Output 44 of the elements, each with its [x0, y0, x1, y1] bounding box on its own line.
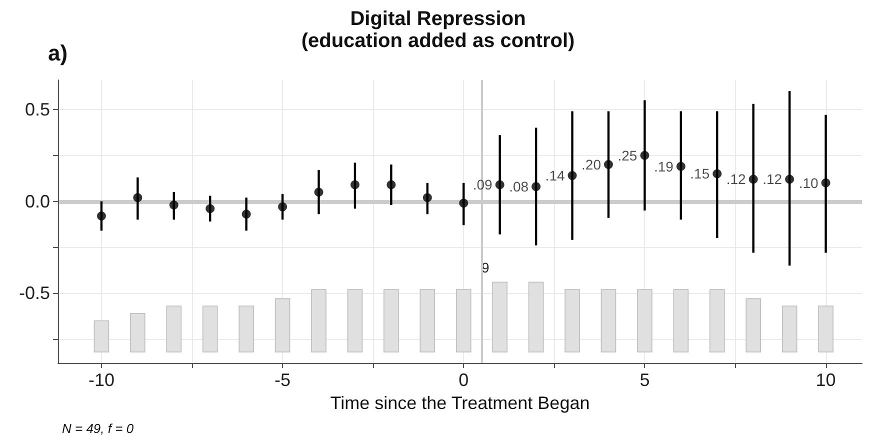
data-label: .10 [798, 174, 818, 191]
point [532, 182, 541, 192]
point [640, 150, 650, 160]
x-tick-label: 0 [458, 370, 469, 390]
y-tick-label: -0.5 [18, 283, 50, 304]
point [459, 198, 468, 208]
data-label: .12 [762, 171, 782, 188]
point [821, 178, 830, 188]
data-label: .19 [654, 158, 674, 174]
text: a) [48, 40, 68, 66]
chart-subtitle: (education added as control) [301, 30, 575, 52]
point [386, 180, 396, 190]
point [422, 193, 432, 202]
data-label: .20 [582, 156, 602, 173]
data-label: .12 [726, 171, 746, 188]
point [604, 160, 613, 170]
point [350, 180, 360, 190]
chart-title: Digital Repression [350, 8, 526, 30]
point [206, 204, 215, 214]
point [96, 211, 106, 220]
point [495, 180, 504, 190]
text: N = 49, f = 0 [62, 421, 134, 436]
point [169, 200, 178, 210]
x-tick-label: 5 [640, 370, 650, 390]
x-axis-title: Time since the Treatment Began [330, 392, 590, 413]
point [748, 174, 758, 184]
point [133, 193, 142, 202]
y-tick-label: 0.5 [24, 99, 50, 120]
data-label: .25 [618, 147, 638, 164]
point [676, 162, 686, 171]
data-label: .15 [690, 166, 710, 182]
data-label: .14 [545, 168, 565, 184]
point [278, 202, 288, 212]
point [568, 171, 577, 180]
x-tick-label: -10 [88, 370, 114, 390]
y-tick-label: 0.0 [24, 191, 50, 212]
point [314, 188, 324, 197]
point [242, 210, 251, 219]
x-tick-label: -5 [274, 370, 291, 390]
point [712, 169, 722, 178]
data-label: .08 [509, 178, 529, 195]
data-label: .09 [472, 176, 493, 193]
x-tick-label: 10 [816, 370, 836, 390]
point [785, 174, 794, 184]
